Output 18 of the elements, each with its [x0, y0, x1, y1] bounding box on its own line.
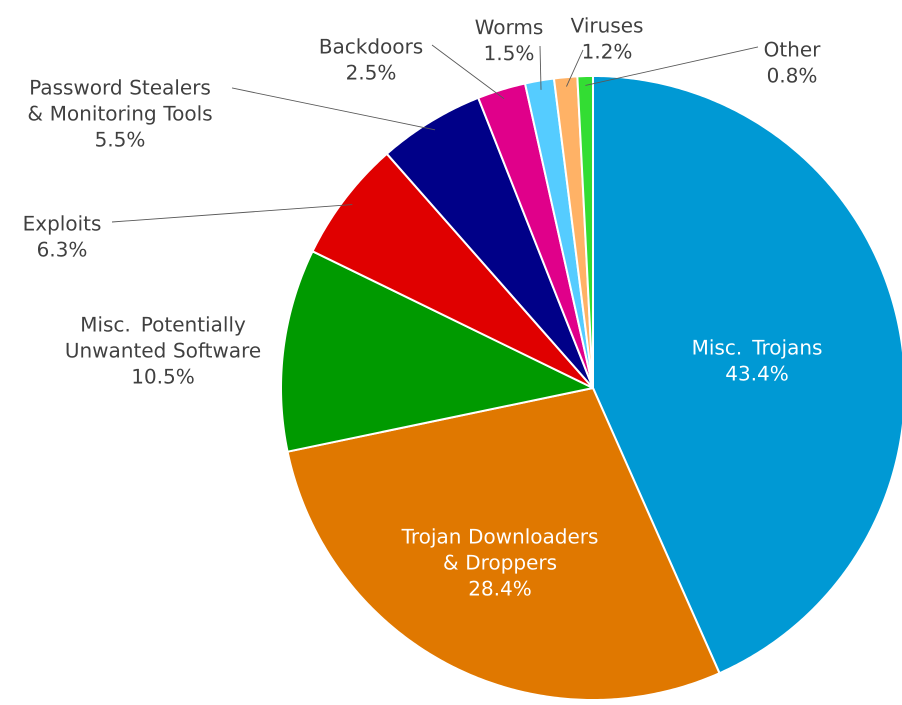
data-label: 5.5% — [96, 132, 144, 147]
slice-label: Other — [764, 41, 820, 57]
data-label: 43.4% — [726, 366, 788, 381]
slice-label: Misc. Potentially Unwanted Software — [66, 316, 260, 358]
data-label: 6.3% — [38, 242, 86, 257]
data-label: 1.2% — [584, 44, 632, 59]
slice-label: Viruses — [570, 17, 642, 33]
data-label: 0.8% — [768, 68, 816, 83]
slice-label: Backdoors — [320, 38, 422, 54]
data-label: 10.5% — [133, 368, 194, 384]
slice-label: Exploits — [24, 215, 100, 235]
data-label: 1.5% — [486, 45, 534, 60]
slice-label: Password Stealers & Monitoring Tools — [28, 79, 212, 125]
slice-label: Worms — [475, 20, 542, 34]
data-label: 28.4% — [470, 580, 531, 596]
slice-label: Trojan Downloaders & Droppers — [402, 528, 598, 574]
data-label: 2.5% — [347, 64, 396, 80]
slice-label: Misc. Trojans — [694, 339, 822, 359]
